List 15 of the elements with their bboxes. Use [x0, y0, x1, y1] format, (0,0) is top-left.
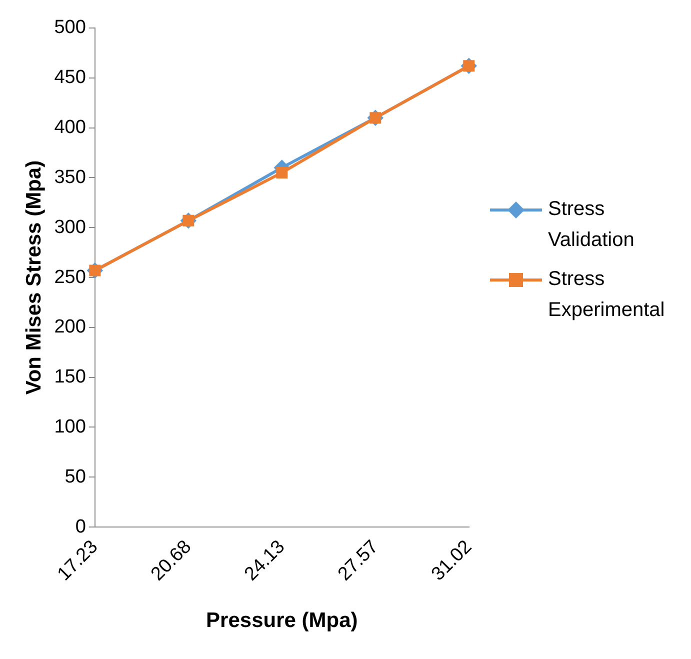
y-axis-title: Von Mises Stress (Mpa): [22, 160, 46, 395]
y-tick-label: 250: [54, 266, 86, 288]
y-tick-label: 50: [64, 466, 86, 488]
y-tick-label: 100: [54, 416, 86, 438]
y-tick-label: 150: [54, 366, 86, 388]
legend-label: Stress Experimental: [548, 267, 666, 323]
y-tick-label: 200: [54, 316, 86, 338]
x-axis-title: Pressure (Mpa): [206, 609, 358, 632]
y-tick-label: 400: [54, 117, 86, 138]
y-tick-label: 450: [54, 67, 86, 88]
legend-label: Stress Validation: [548, 197, 636, 253]
y-tick-label: 300: [54, 216, 86, 238]
y-tick-label: 500: [54, 17, 86, 38]
y-tick-label: 350: [54, 166, 86, 188]
y-tick-label: 0: [75, 516, 86, 538]
